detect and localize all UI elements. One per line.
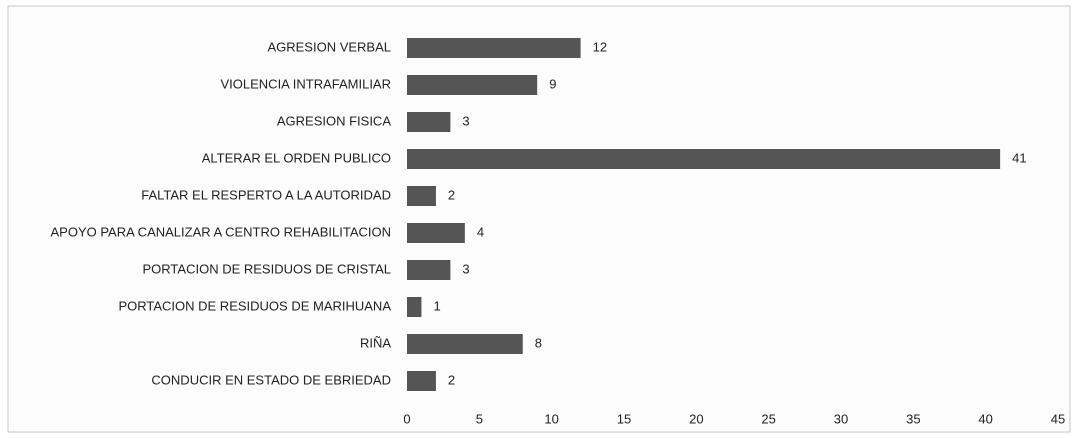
x-tick-label: 45 [1051, 411, 1065, 426]
chart-frame [7, 5, 1071, 433]
y-tick-label: VIOLENCIA INTRAFAMILIAR [221, 76, 392, 91]
y-tick-label: ALTERAR EL ORDEN PUBLICO [202, 150, 391, 165]
x-tick-label: 35 [906, 411, 920, 426]
x-tick-label: 40 [978, 411, 992, 426]
y-tick-label: AGRESION VERBAL [267, 39, 391, 54]
data-label: 9 [549, 76, 556, 91]
data-label: 1 [433, 298, 440, 313]
y-tick-label: PORTACION DE RESIDUOS DE CRISTAL [143, 261, 392, 276]
y-tick-label: PORTACION DE RESIDUOS DE MARIHUANA [118, 298, 391, 313]
bar [407, 186, 436, 206]
bar [407, 75, 538, 95]
y-tick-label: AGRESION FISICA [277, 113, 391, 128]
data-label: 4 [477, 224, 484, 239]
x-tick-label: 10 [544, 411, 558, 426]
y-tick-label: RIÑA [360, 335, 391, 350]
bar [407, 38, 581, 58]
y-tick-label: CONDUCIR EN ESTADO DE EBRIEDAD [151, 372, 391, 387]
x-tick-label: 0 [403, 411, 410, 426]
y-tick-label: APOYO PARA CANALIZAR A CENTRO REHABILITA… [51, 224, 392, 239]
data-label: 3 [462, 113, 469, 128]
data-label: 12 [593, 39, 607, 54]
bar [407, 260, 451, 280]
bar [407, 297, 422, 317]
data-label: 8 [535, 335, 542, 350]
bar [407, 223, 465, 243]
bar [407, 371, 436, 391]
x-tick-label: 15 [617, 411, 631, 426]
x-tick-label: 30 [834, 411, 848, 426]
x-tick-label: 25 [761, 411, 775, 426]
bar [407, 112, 451, 132]
y-tick-label: FALTAR EL RESPERTO A LA AUTORIDAD [141, 187, 391, 202]
x-tick-label: 5 [476, 411, 483, 426]
data-label: 3 [462, 261, 469, 276]
data-label: 2 [448, 372, 455, 387]
data-label: 41 [1012, 150, 1026, 165]
bar [407, 149, 1001, 169]
data-label: 2 [448, 187, 455, 202]
x-tick-label: 20 [689, 411, 703, 426]
bar [407, 334, 523, 354]
